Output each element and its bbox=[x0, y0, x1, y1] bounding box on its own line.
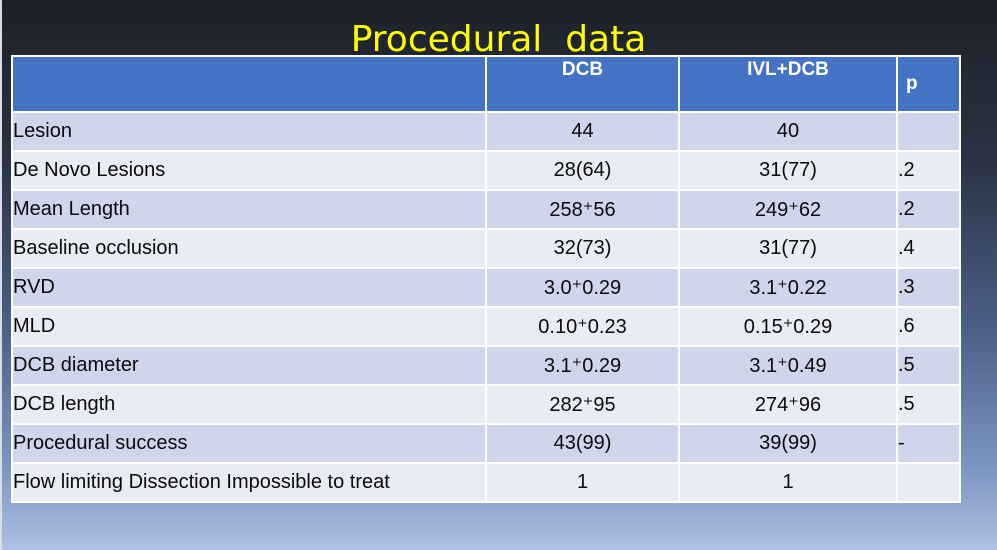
cell-p: .2 bbox=[896, 150, 961, 191]
cell-ivl-dcb: 3.1⁺0.22 bbox=[678, 267, 898, 308]
row-label: De Novo Lesions bbox=[11, 150, 487, 191]
cell-p: .5 bbox=[896, 384, 961, 425]
row-label: MLD bbox=[11, 306, 487, 347]
table-row: De Novo Lesions 28(64) 31(77) .2 bbox=[11, 150, 961, 191]
cell-ivl-dcb: 1 bbox=[678, 462, 898, 503]
cell-dcb: 1 bbox=[485, 462, 680, 503]
row-label: Procedural success bbox=[11, 423, 487, 464]
row-label: DCB diameter bbox=[11, 345, 487, 386]
cell-ivl-dcb: 39(99) bbox=[678, 423, 898, 464]
table-row: Baseline occlusion 32(73) 31(77) .4 bbox=[11, 228, 961, 269]
cell-ivl-dcb: 0.15⁺0.29 bbox=[678, 306, 898, 347]
header-dcb: DCB bbox=[485, 55, 680, 113]
table-row: Flow limiting Dissection Impossible to t… bbox=[11, 462, 961, 503]
slide-title: Procedural data bbox=[350, 19, 647, 60]
cell-p: - bbox=[896, 423, 961, 464]
table-row: DCB length 282⁺95 274⁺96 .5 bbox=[11, 384, 961, 425]
cell-ivl-dcb: 31(77) bbox=[678, 150, 898, 191]
row-label: Flow limiting Dissection Impossible to t… bbox=[11, 462, 487, 503]
cell-dcb: 282⁺95 bbox=[485, 384, 680, 425]
cell-p: .6 bbox=[896, 306, 961, 347]
cell-p: .4 bbox=[896, 228, 961, 269]
row-label: DCB length bbox=[11, 384, 487, 425]
cell-dcb: 3.1⁺0.29 bbox=[485, 345, 680, 386]
cell-dcb: 0.10⁺0.23 bbox=[485, 306, 680, 347]
table-row: Mean Length 258⁺56 249⁺62 .2 bbox=[11, 189, 961, 230]
table-row: RVD 3.0⁺0.29 3.1⁺0.22 .3 bbox=[11, 267, 961, 308]
cell-ivl-dcb: 249⁺62 bbox=[678, 189, 898, 230]
cell-p: .2 bbox=[896, 189, 961, 230]
cell-p bbox=[896, 111, 961, 152]
cell-dcb: 44 bbox=[485, 111, 680, 152]
header-ivl-dcb: IVL+DCB bbox=[678, 55, 898, 113]
procedural-data-table: DCB IVL+DCB p Lesion 44 40 De Novo Lesio… bbox=[11, 55, 961, 503]
table-row: MLD 0.10⁺0.23 0.15⁺0.29 .6 bbox=[11, 306, 961, 347]
header-label-blank bbox=[11, 55, 487, 113]
table-row: DCB diameter 3.1⁺0.29 3.1⁺0.49 .5 bbox=[11, 345, 961, 386]
cell-ivl-dcb: 3.1⁺0.49 bbox=[678, 345, 898, 386]
cell-ivl-dcb: 40 bbox=[678, 111, 898, 152]
cell-dcb: 28(64) bbox=[485, 150, 680, 191]
slide-left-edge bbox=[0, 0, 2, 550]
cell-dcb: 258⁺56 bbox=[485, 189, 680, 230]
cell-p bbox=[896, 462, 961, 503]
cell-p: .3 bbox=[896, 267, 961, 308]
table-header-row: DCB IVL+DCB p bbox=[11, 55, 961, 113]
cell-p: .5 bbox=[896, 345, 961, 386]
header-p: p bbox=[896, 55, 961, 113]
cell-dcb: 3.0⁺0.29 bbox=[485, 267, 680, 308]
row-label: Lesion bbox=[11, 111, 487, 152]
row-label: Baseline occlusion bbox=[11, 228, 487, 269]
row-label: RVD bbox=[11, 267, 487, 308]
row-label: Mean Length bbox=[11, 189, 487, 230]
cell-ivl-dcb: 31(77) bbox=[678, 228, 898, 269]
cell-dcb: 32(73) bbox=[485, 228, 680, 269]
table-row: Procedural success 43(99) 39(99) - bbox=[11, 423, 961, 464]
cell-dcb: 43(99) bbox=[485, 423, 680, 464]
cell-ivl-dcb: 274⁺96 bbox=[678, 384, 898, 425]
table-row: Lesion 44 40 bbox=[11, 111, 961, 152]
